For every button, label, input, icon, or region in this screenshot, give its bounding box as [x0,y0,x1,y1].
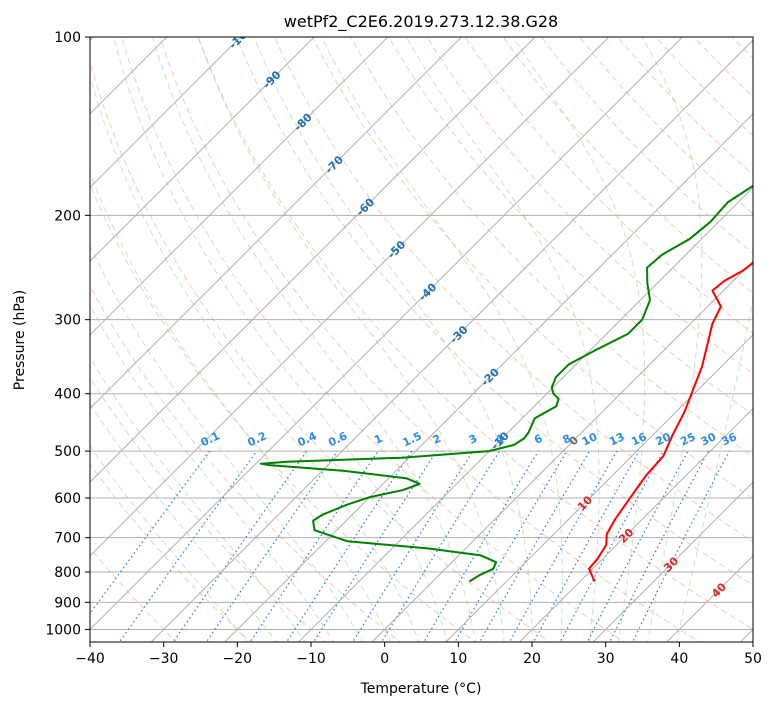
mixing-ratio-line [285,450,413,642]
dry-adiabat [90,182,476,642]
y-tick-label: 300 [54,313,81,329]
mixing-ratio-label: 16 [629,430,649,448]
moist-adiabat [321,37,563,642]
isotherms [90,37,753,642]
moist-adiabat [152,37,477,642]
mixing-ratio-label: 36 [719,430,739,448]
y-tick-label: 400 [54,387,81,403]
x-tick-label: −40 [75,651,105,667]
dry-adiabat [90,376,327,642]
isotherm-line [150,39,753,642]
y-tick-label: 600 [54,491,81,507]
moist-adiabat [676,297,753,642]
temperature-profile-line [588,261,753,582]
dry-adiabat [273,37,753,543]
mixing-ratio-line [609,450,710,642]
x-tick-label: −30 [149,651,179,667]
isotherm-line [371,260,753,642]
mixing-ratio-line [423,450,539,642]
mixing-ratio-label: 25 [678,430,697,448]
moist-adiabat [90,445,249,642]
y-tick-label: 800 [54,565,81,581]
isotherm-line [518,407,753,642]
mixing-ratio-label: 13 [607,430,626,448]
mixing-ratio-label: 10 [580,430,600,448]
y-tick-label: 900 [54,595,81,611]
isotherm-line [90,37,684,631]
dry-adiabat [90,60,551,642]
dry-adiabat [159,37,701,642]
moist-adiabat [512,37,646,642]
x-tick-label: 40 [670,651,688,667]
mixing-ratio-label: 30 [699,430,719,448]
y-tick-label: 500 [54,444,81,460]
moist-adiabat [90,244,363,642]
x-tick-label: 50 [744,651,762,667]
isotherm-line [90,37,463,410]
dry-adiabat [311,37,753,500]
dewpoint-profile-line [259,184,753,583]
isotherm-line [445,334,753,642]
isotherm-line [90,37,610,557]
isotherm-line [592,481,753,642]
y-tick-label: 1000 [45,622,81,638]
chart-title: wetPf2_C2E6.2019.273.12.38.G28 [284,12,558,32]
isotherm-line [90,37,536,483]
x-axis-label: Temperature (°C) [360,681,482,697]
mixing-ratio-line [380,450,501,642]
isotherm-line [224,113,753,642]
moist-adiabat [90,74,420,642]
mixing-ratio-label: 20 [654,430,674,448]
profile-lines [259,184,753,583]
moist-adiabats [90,37,753,642]
mixing-ratio-line [90,450,211,615]
pressure-gridlines [90,37,753,630]
mixing-ratio-line [508,450,618,642]
x-tick-label: 10 [449,651,467,667]
y-tick-label: 200 [54,208,81,224]
mixing-ratio-line [205,450,338,642]
y-axis-label: Pressure (hPa) [12,290,28,390]
axis-ticks: −40 −30 −20 −10 0 10 20 30 40 50 100 200 300 400 500 60… [45,30,762,667]
y-tick-label: 100 [54,30,81,46]
dry-adiabat [388,37,753,416]
x-tick-label: 30 [597,651,615,667]
mixing-ratio-line [631,450,730,642]
y-tick-label: 700 [54,531,81,547]
dry-adiabat [197,37,753,630]
isotherm-line [90,37,389,336]
x-tick-label: −20 [223,651,253,667]
moist-adiabat [90,304,335,642]
dry-adiabats [90,37,753,642]
x-tick-label: −10 [296,651,326,667]
dry-adiabat [235,37,753,586]
dry-adiabat [121,37,626,642]
x-tick-label: 20 [523,651,541,667]
isotherm-line [90,37,315,262]
moist-adiabat [90,402,278,642]
dry-adiabat [426,37,753,375]
x-tick-label: 0 [380,651,389,667]
dry-adiabat [350,37,753,458]
moist-adiabat [253,37,533,642]
moist-adiabat [197,37,505,642]
mixing-ratio-labels: 0.1 0.2 0.4 0.6 1 1.5 2 3 4 6 8 10 13 16 20 25 30 36 [199,429,739,449]
moist-adiabat [641,37,703,642]
isotherm-line [90,37,242,189]
mixing-ratio-line [312,450,438,642]
isotherm-line [297,186,753,642]
dry-adiabat [90,463,252,642]
plot-frame [89,36,754,643]
